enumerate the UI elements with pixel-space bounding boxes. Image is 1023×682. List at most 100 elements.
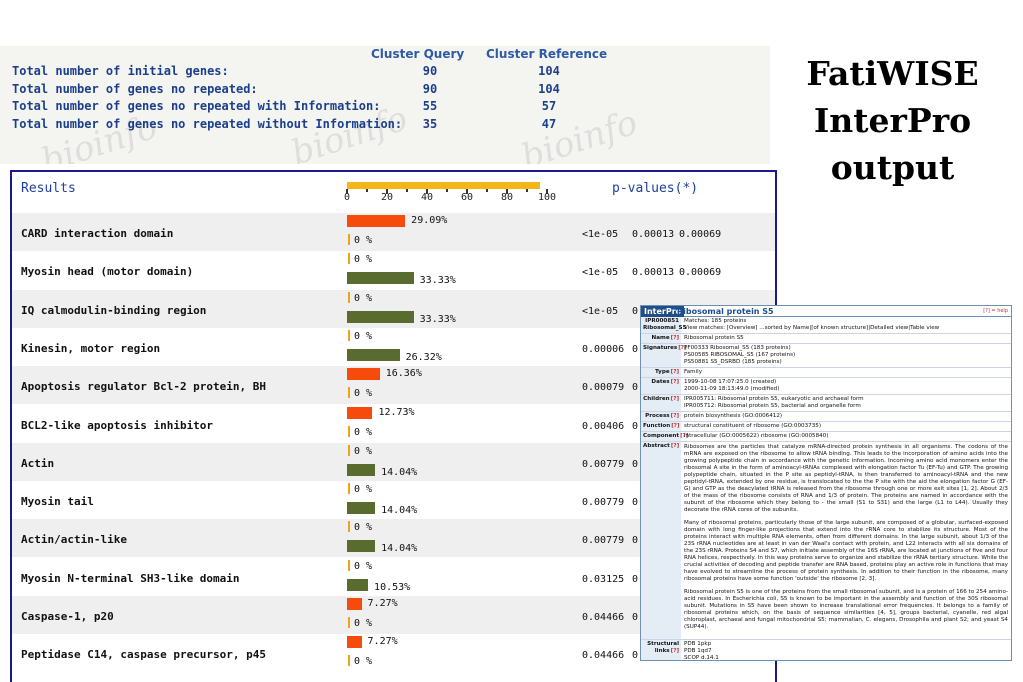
reference-percent: 10.53% [374, 581, 411, 593]
zero-marker [348, 483, 350, 495]
page-title: FatiWISE InterPro output [790, 50, 995, 191]
interpro-value-line[interactable]: 1999-10-08 17:07:25.0 (created) [684, 379, 777, 385]
pvalue-2: 0 [632, 458, 639, 470]
result-row[interactable]: CARD interaction domain 29.09% 0 % <1e-05 0.… [12, 213, 775, 251]
pvalue-1: 0.04466 [582, 650, 625, 662]
interpro-value-line[interactable]: IPR005712: Ribosomal protein S5, bacteri… [684, 403, 861, 409]
interpro-titlebar: InterPro Ribosomal protein S5 [?] = help [641, 306, 1011, 317]
result-row[interactable]: Myosin head (motor domain) 0 % 33.33% <1e-0… [12, 251, 775, 289]
interpro-value-line[interactable]: Family [684, 369, 702, 375]
interpro-row-value: structural constituent of ribosome (GO:0… [681, 422, 1011, 431]
reference-bar [347, 463, 376, 476]
result-row[interactable]: Kinesin, motor region 0 % 26.32% 0.00006 0. [12, 328, 775, 366]
scale-tick-label: 0 [343, 192, 351, 203]
help-icon[interactable]: [?] [670, 648, 679, 654]
interpro-row: IPR000851 Ribosomal_S5 Matches: 185 protei… [641, 317, 1011, 334]
pvalue-2: 0. [632, 382, 645, 394]
help-icon[interactable]: [?] [670, 369, 679, 375]
help-icon[interactable]: [?] [678, 345, 687, 351]
reference-bar [347, 310, 414, 323]
reference-percent: 26.32% [405, 351, 442, 363]
result-label: Myosin N-terminal SH3-like domain [21, 571, 240, 585]
pvalue-3: 0.00069 [679, 267, 722, 279]
scale-minor-tick [526, 189, 528, 192]
interpro-row-key: IPR000851 Ribosomal_S5 [641, 317, 687, 333]
summary-label: Total number of genes no repeated with I… [12, 99, 381, 113]
interpro-value-line[interactable]: SCOP d.14.1 [684, 655, 719, 661]
interpro-key-label: Abstract [643, 443, 670, 449]
help-icon[interactable]: [?] [670, 443, 680, 449]
interpro-row-value: Matches: 185 proteins View matches: [Over… [681, 317, 1011, 333]
help-icon[interactable]: [?] [670, 396, 679, 402]
scale-tick-label: 60 [460, 192, 474, 203]
query-bar [347, 406, 373, 419]
interpro-value-line[interactable]: PS50881 S5_DSRBD (185 proteins) [684, 359, 782, 365]
interpro-value-line[interactable]: protein biosynthesis (GO:0006412) [684, 413, 783, 419]
reference-percent: 0 % [348, 425, 372, 438]
reference-percent: 14.04% [381, 505, 418, 517]
pvalue-1: <1e-05 [582, 267, 619, 279]
summary-panel: bioinfo bioinfo bioinfo Cluster Query Cl… [0, 46, 770, 164]
help-icon[interactable]: [?] [670, 379, 679, 385]
interpro-row-value: Ribosomal protein S5 [681, 334, 1011, 343]
interpro-value-line[interactable]: intracellular (GO:0005622) ribosome (GO:… [684, 433, 829, 439]
interpro-value-line[interactable]: Ribosomal protein S5 [684, 335, 744, 341]
pvalue-2: 0 [632, 497, 639, 509]
zero-marker [348, 444, 350, 456]
zero-marker [348, 253, 350, 265]
help-link[interactable]: [?] = help [983, 308, 1008, 314]
title-line: InterPro [813, 101, 972, 140]
interpro-row-value: IPR005711: Ribosomal protein S5, eukaryo… [681, 395, 1011, 411]
summary-label: Total number of genes no repeated: [12, 81, 258, 96]
scale-tick-label: 40 [420, 192, 434, 203]
percent-scale-bar [347, 182, 540, 189]
result-label: Myosin head (motor domain) [21, 265, 194, 279]
pvalue-3: 0.00069 [679, 229, 722, 240]
result-row[interactable]: Myosin N-terminal SH3-like domain 0 % 10.5… [12, 558, 775, 596]
interpro-value-line[interactable]: View matches: [Overview] ...sorted by Na… [684, 325, 940, 331]
pvalue-2: 0.00013 [632, 229, 675, 240]
pvalue-2: 0. [632, 343, 645, 355]
interpro-entry-window: InterPro Ribosomal protein S5 [?] = help… [640, 305, 1012, 661]
interpro-value-line[interactable]: PS00585 RIBOSOMAL_S5 (167 proteins) [684, 352, 796, 358]
reference-bar [347, 540, 376, 553]
zero-marker [348, 234, 350, 245]
scale-minor-tick [486, 189, 488, 192]
abstract-paragraph: Many of ribosomal proteins, particularly… [684, 520, 1008, 582]
interpro-row: Component[?] intracellular (GO:0005622) r… [641, 432, 1011, 442]
pvalue-2: 0. [632, 305, 645, 317]
summary-reference-value: 47 [541, 116, 557, 131]
query-percent: 0 % [348, 444, 372, 457]
interpro-abstract: Ribosomes are the particles that catalyz… [681, 442, 1011, 639]
interpro-value-line[interactable]: structural constituent of ribosome (GO:0… [684, 423, 822, 429]
interpro-key-label: Name [651, 335, 670, 341]
interpro-entry-id: Ribosomal_S5 [643, 325, 687, 331]
help-icon[interactable]: [?] [680, 433, 689, 439]
pvalue-1: 0.04466 [582, 612, 625, 623]
interpro-value-line[interactable]: PDB 1qd7 [684, 648, 712, 654]
query-percent: 12.73% [378, 406, 415, 418]
scale-tick [346, 189, 348, 194]
scale-minor-tick [446, 189, 448, 192]
reference-percent: 14.04% [381, 466, 418, 478]
interpro-value-line[interactable]: 2000-11-09 18:13:49.0 (modified) [684, 386, 780, 392]
zero-marker [348, 425, 350, 437]
cluster-reference-header: Cluster Reference [486, 47, 608, 61]
result-row[interactable]: BCL2-like apoptosis inhibitor 12.73% 0 % 0.… [12, 405, 775, 443]
pvalue-2: 0. [632, 420, 645, 432]
cluster-query-header: Cluster Query [371, 47, 465, 61]
pvalue-1: 0.00079 [582, 382, 625, 394]
reference-percent: 0 % [348, 617, 372, 629]
interpro-value-line[interactable]: IPR005711: Ribosomal protein S5, eukaryo… [684, 396, 864, 402]
interpro-value-line[interactable]: Matches: 185 proteins [684, 318, 747, 324]
interpro-value-line[interactable]: PDB 1pkp [684, 641, 712, 647]
result-row[interactable]: Myosin tail 0 % 14.04% 0.00779 0 [12, 481, 775, 519]
interpro-logo: InterPro [641, 306, 685, 317]
help-icon[interactable]: [?] [670, 413, 679, 419]
reference-percent: 33.33% [419, 313, 456, 325]
interpro-value-line[interactable]: PF00333 Ribosomal_S5 (183 proteins) [684, 345, 791, 351]
pvalue-1: 0.00779 [582, 497, 625, 509]
help-icon[interactable]: [?] [670, 335, 679, 341]
interpro-entry-title: Ribosomal protein S5 [677, 307, 774, 316]
help-icon[interactable]: [?] [671, 423, 680, 429]
